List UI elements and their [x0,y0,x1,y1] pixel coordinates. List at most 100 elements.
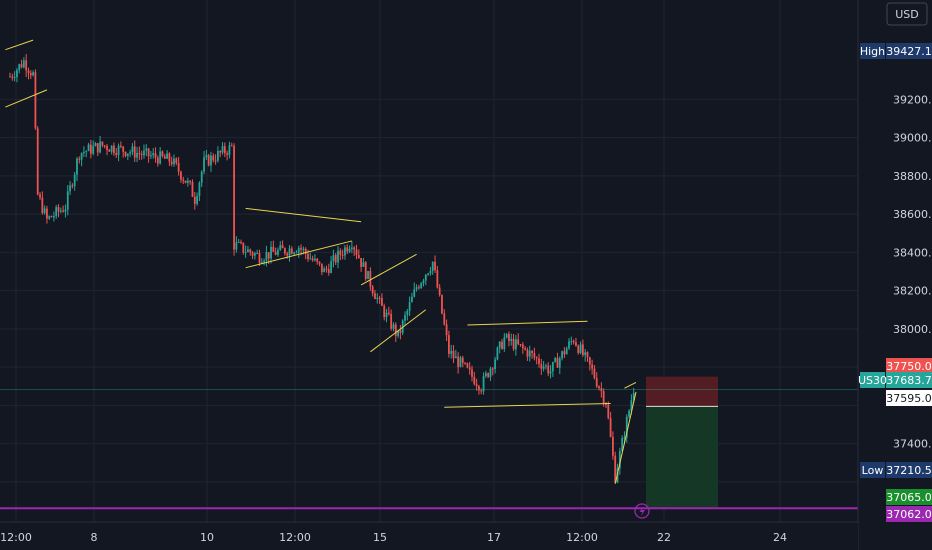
candle-body [484,373,487,377]
trendline[interactable] [245,240,353,269]
candle-body [586,352,589,358]
price-tag-stop[interactable]: 37750.0 [886,358,932,374]
candle-body [369,271,372,287]
candle-body [431,261,434,271]
candle-body [598,386,600,389]
candle-body [113,145,115,154]
candle-body [59,210,62,212]
price-tag-bg [886,489,932,505]
candle-body [212,155,215,161]
candle-body [612,436,614,456]
candle-body [387,312,390,315]
price-tag-entry[interactable]: 37595.0 [886,390,932,406]
candle-body [177,162,180,172]
candle-body [422,280,425,284]
price-tag-target[interactable]: 37065.0 [886,489,932,505]
position-zones [646,376,718,508]
candle-body [11,76,14,78]
trendline[interactable] [467,320,588,326]
trendline[interactable] [614,391,637,484]
candle-body [163,156,166,159]
trendline[interactable] [5,39,34,51]
candle-body [593,368,596,379]
candle-body [602,391,605,404]
y-tick-label: 38600.0 [893,208,932,221]
candle-body [325,268,328,270]
x-tick-label: 24 [773,531,787,544]
candle-body [161,151,164,157]
candle-body [76,158,78,175]
x-tick-label: 22 [657,531,671,544]
candle-body [189,180,192,183]
price-axis[interactable]: 39200.0 39000.0 38800.0 38600.0 38400.0 38200… [857,0,932,550]
candle-body [438,287,441,295]
candle-body [311,258,314,261]
trendline[interactable] [245,207,362,223]
candle-body [360,258,363,267]
time-axis[interactable]: 12:00 8 10 12:00 15 17 12:00 22 24 [0,521,858,550]
trendline[interactable] [5,89,48,108]
candle-body [297,247,300,253]
candle-body [198,182,201,197]
candle-body [385,312,388,318]
candle-body [392,324,395,329]
price-tag-value: 37065.0 [886,491,932,504]
candle-body [448,335,450,354]
candle-body [85,151,88,153]
trendline[interactable] [370,309,427,353]
take-profit-zone[interactable] [646,406,718,508]
candle-body [609,418,612,437]
candle-body [251,252,254,256]
candle-body [434,261,436,271]
candle-body [332,255,335,262]
candle-body [545,365,547,367]
candle-body [628,410,630,417]
candle-body [122,146,125,152]
lightning-icon[interactable] [634,503,650,519]
candle-body [475,384,478,387]
candle-body [103,145,106,147]
price-tag-support[interactable]: 37062.0 [886,506,932,522]
candle-body [253,253,256,256]
candle-body [540,364,543,369]
candle-body [452,350,455,359]
candle-body [270,246,272,259]
candle-body [263,260,265,263]
candle-body [364,262,367,279]
y-tick-label: 39000.0 [893,132,932,145]
candle-body [203,157,205,172]
candle-body [34,72,37,129]
candle-body [468,367,471,370]
trendline[interactable] [360,253,417,286]
candle-body [150,155,152,157]
price-tag-bg [886,390,932,406]
candle-body [581,344,584,356]
candle-body [57,207,60,212]
currency-button[interactable]: USD [886,2,928,26]
candle-body [126,153,129,157]
candle-body [152,153,155,156]
candle-body [265,252,268,261]
candle-body [337,250,339,263]
candle-body [473,376,476,385]
candle-body [424,274,427,281]
stop-loss-zone[interactable] [646,376,718,407]
candle-body [221,146,224,153]
candle-body [173,158,175,165]
candle-body [205,155,208,158]
y-tick-label: 37400.0 [893,438,932,451]
trendline[interactable] [444,402,611,408]
candle-body [561,351,563,359]
candle-body [411,296,413,303]
candle-body [554,358,557,362]
candle-body [618,450,621,469]
candle-body [226,153,229,155]
candle-body [274,251,277,255]
trendline[interactable] [624,381,637,389]
price-tag-label-bg [860,372,885,388]
